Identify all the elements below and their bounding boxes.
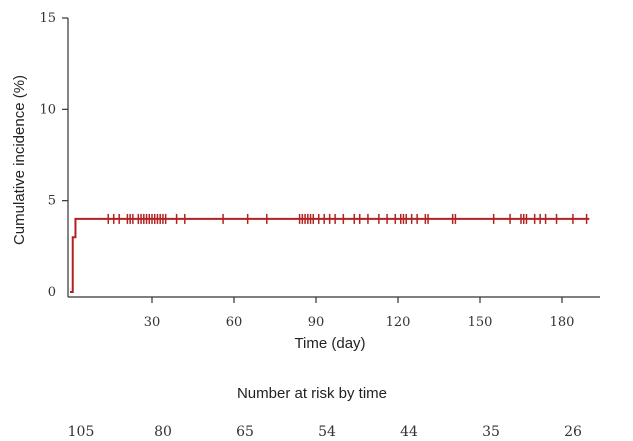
x-tick-label: 90 <box>308 315 325 330</box>
series-layer <box>70 213 590 293</box>
risk-count: 54 <box>318 424 336 440</box>
risk-count: 26 <box>564 424 582 440</box>
y-tick-label: 15 <box>39 11 56 26</box>
risk-count: 44 <box>400 424 418 440</box>
incidence-step-line <box>70 217 590 293</box>
risk-count: 35 <box>482 424 500 440</box>
risk-count: 105 <box>68 424 95 440</box>
x-tick-label: 120 <box>386 315 411 330</box>
x-tick-label: 60 <box>226 315 243 330</box>
x-axis-title: Time (day) <box>294 335 365 352</box>
risk-table-row: 105 80 65 54 44 35 26 <box>68 424 582 440</box>
y-tick-label: 0 <box>48 285 56 300</box>
risk-count: 80 <box>154 424 172 440</box>
y-tick-label: 5 <box>48 194 56 209</box>
x-tick-label: 150 <box>468 315 493 330</box>
axis-ticks: 0 5 10 15 30 60 90 120 150 180 <box>39 11 574 330</box>
risk-table-title: Number at risk by time <box>237 385 387 402</box>
risk-count: 65 <box>236 424 254 440</box>
axes <box>67 18 600 298</box>
y-axis-title: Cumulative incidence (%) <box>11 75 28 245</box>
y-tick-label: 10 <box>39 102 56 117</box>
x-tick-label: 180 <box>550 315 575 330</box>
x-tick-label: 30 <box>144 315 161 330</box>
